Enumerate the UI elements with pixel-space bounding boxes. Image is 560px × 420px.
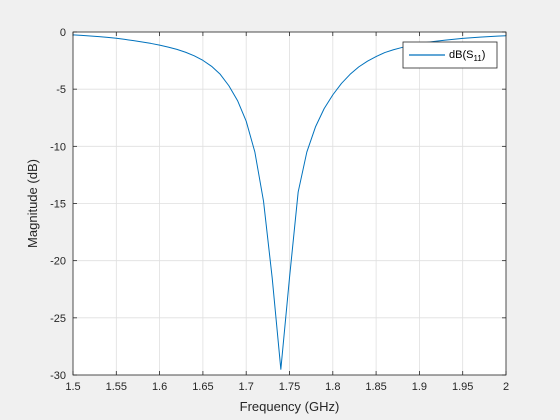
- legend-label-main: dB(S: [449, 49, 473, 61]
- x-tick-label: 1.5: [65, 381, 80, 393]
- x-axis-label: Frequency (GHz): [240, 399, 340, 414]
- x-tick-label: 1.95: [452, 381, 473, 393]
- legend-label-close: ): [482, 49, 486, 61]
- legend-label-s11: dB(S11): [449, 49, 485, 63]
- x-tick-label: 2: [503, 381, 509, 393]
- x-tick-label: 1.75: [279, 381, 300, 393]
- x-axis-ticks: 1.5 1.55 1.6 1.65 1.7 1.75 1.8 1.85 1.9 1.95 2: [65, 32, 509, 393]
- y-tick-label: -15: [50, 199, 66, 211]
- y-tick-label: -25: [50, 313, 66, 325]
- legend-label-subscript: 11: [473, 54, 482, 63]
- y-tick-label: -5: [56, 84, 66, 96]
- x-tick-label: 1.55: [106, 381, 127, 393]
- y-tick-label: 0: [60, 27, 66, 39]
- x-tick-label: 1.9: [412, 381, 427, 393]
- y-axis-label: Magnitude (dB): [25, 159, 40, 248]
- x-tick-label: 1.8: [325, 381, 340, 393]
- x-tick-label: 1.7: [239, 381, 254, 393]
- series-line-s11: [72, 34, 507, 370]
- y-tick-label: -20: [50, 256, 66, 268]
- x-tick-label: 1.6: [152, 381, 167, 393]
- y-axis-ticks: 0 -5 -10 -15 -20 -25 -30: [50, 27, 506, 382]
- series-layer: [72, 34, 507, 370]
- y-tick-label: -30: [50, 370, 66, 382]
- x-tick-label: 1.65: [192, 381, 213, 393]
- legend: dB(S11): [402, 41, 498, 69]
- x-tick-label: 1.85: [365, 381, 386, 393]
- y-tick-label: -10: [50, 141, 66, 153]
